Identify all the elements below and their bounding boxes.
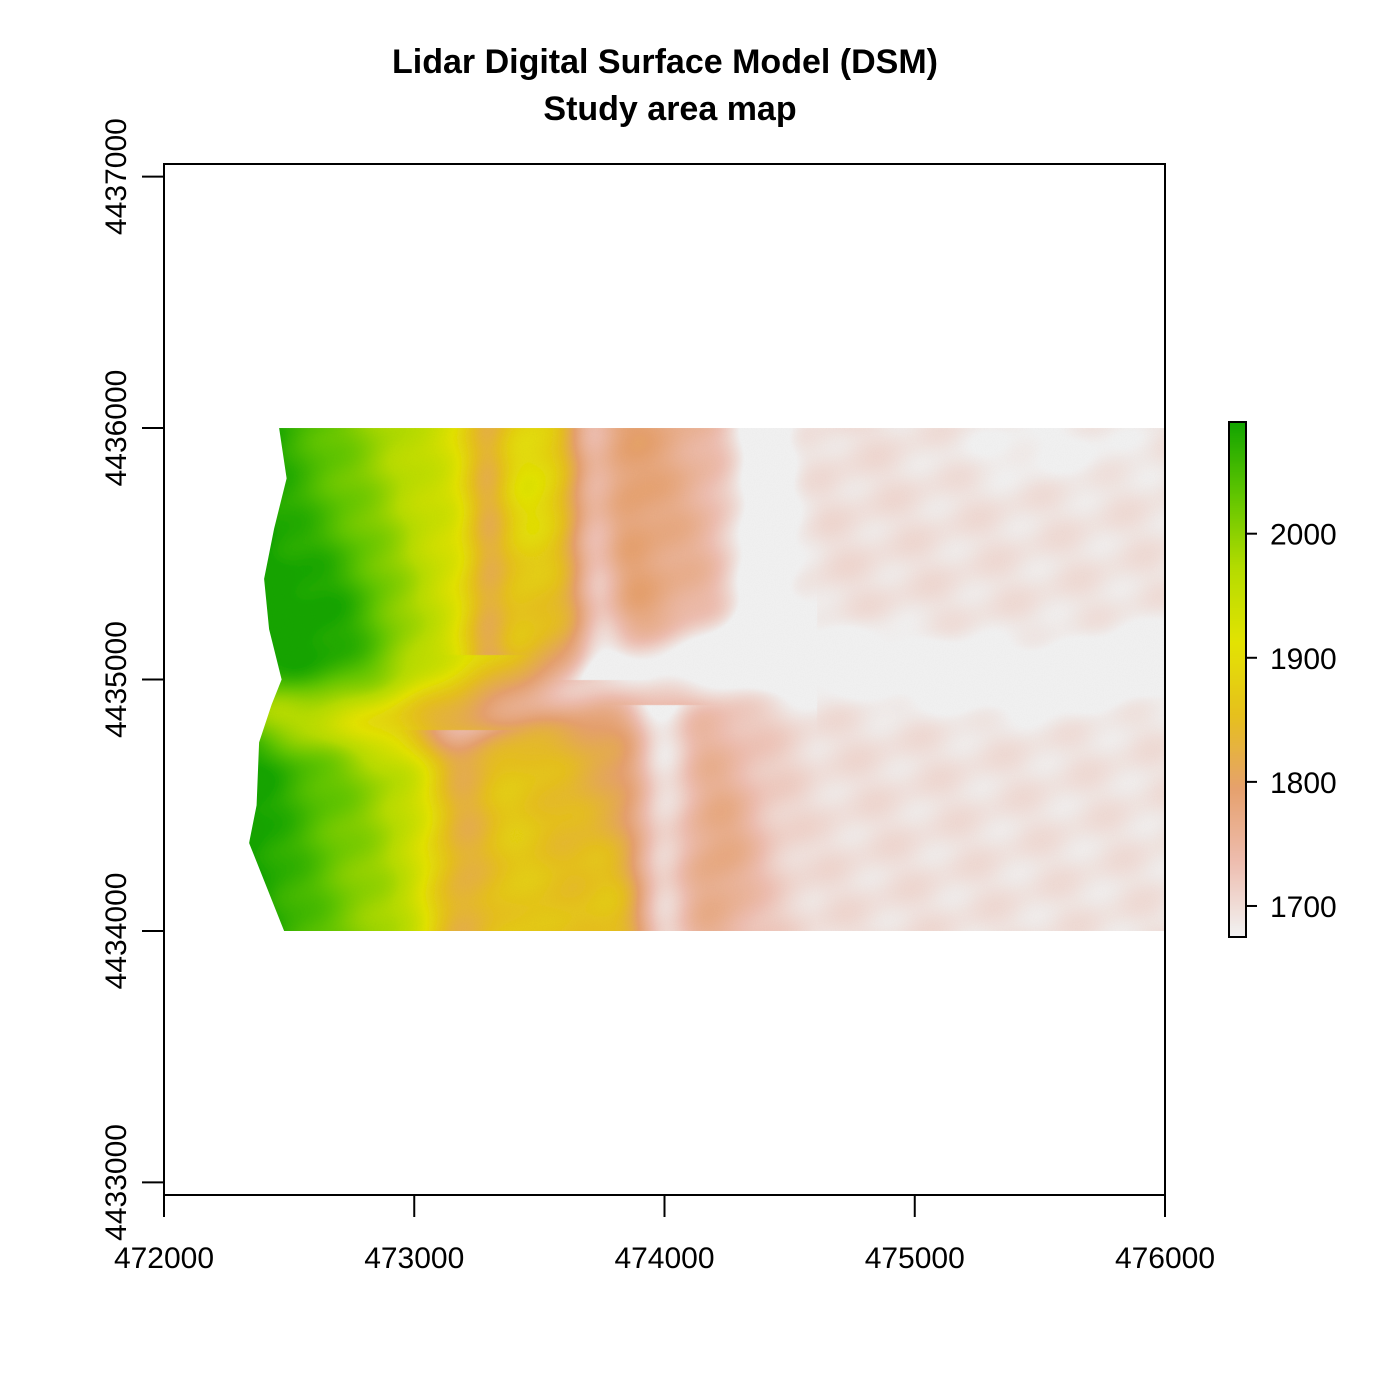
y-tick-label: 4433000	[100, 1124, 133, 1241]
legend-tick-label: 2000	[1270, 519, 1337, 552]
dsm-raster	[249, 428, 1165, 931]
x-tick-label: 474000	[614, 1242, 714, 1275]
y-axis: 4433000 4434000 4435000 4436000 4437000	[100, 118, 165, 1241]
x-tick-label: 475000	[865, 1242, 965, 1275]
legend-tick-label: 1700	[1270, 891, 1337, 924]
x-tick-label: 472000	[114, 1242, 214, 1275]
legend-tick-label: 1900	[1270, 643, 1337, 676]
legend-color-bar	[1229, 422, 1246, 937]
y-tick-label: 4434000	[100, 873, 133, 990]
y-tick-label: 4436000	[100, 370, 133, 487]
x-tick-label: 473000	[364, 1242, 464, 1275]
color-legend: 1700 1800 1900 2000	[1228, 421, 1337, 938]
chart-subtitle: Study area map	[543, 90, 796, 128]
legend-tick-label: 1800	[1270, 767, 1337, 800]
x-tick-label: 476000	[1115, 1242, 1215, 1275]
dsm-raster-image	[249, 428, 1165, 931]
y-tick-label: 4435000	[100, 621, 133, 738]
y-tick-label: 4437000	[100, 118, 133, 235]
legend-frame	[1228, 421, 1247, 938]
chart-title: Lidar Digital Surface Model (DSM)	[392, 43, 938, 81]
x-axis: 472000 473000 474000 475000 476000	[114, 1194, 1215, 1275]
legend-ticks: 1700 1800 1900 2000	[1246, 519, 1337, 924]
